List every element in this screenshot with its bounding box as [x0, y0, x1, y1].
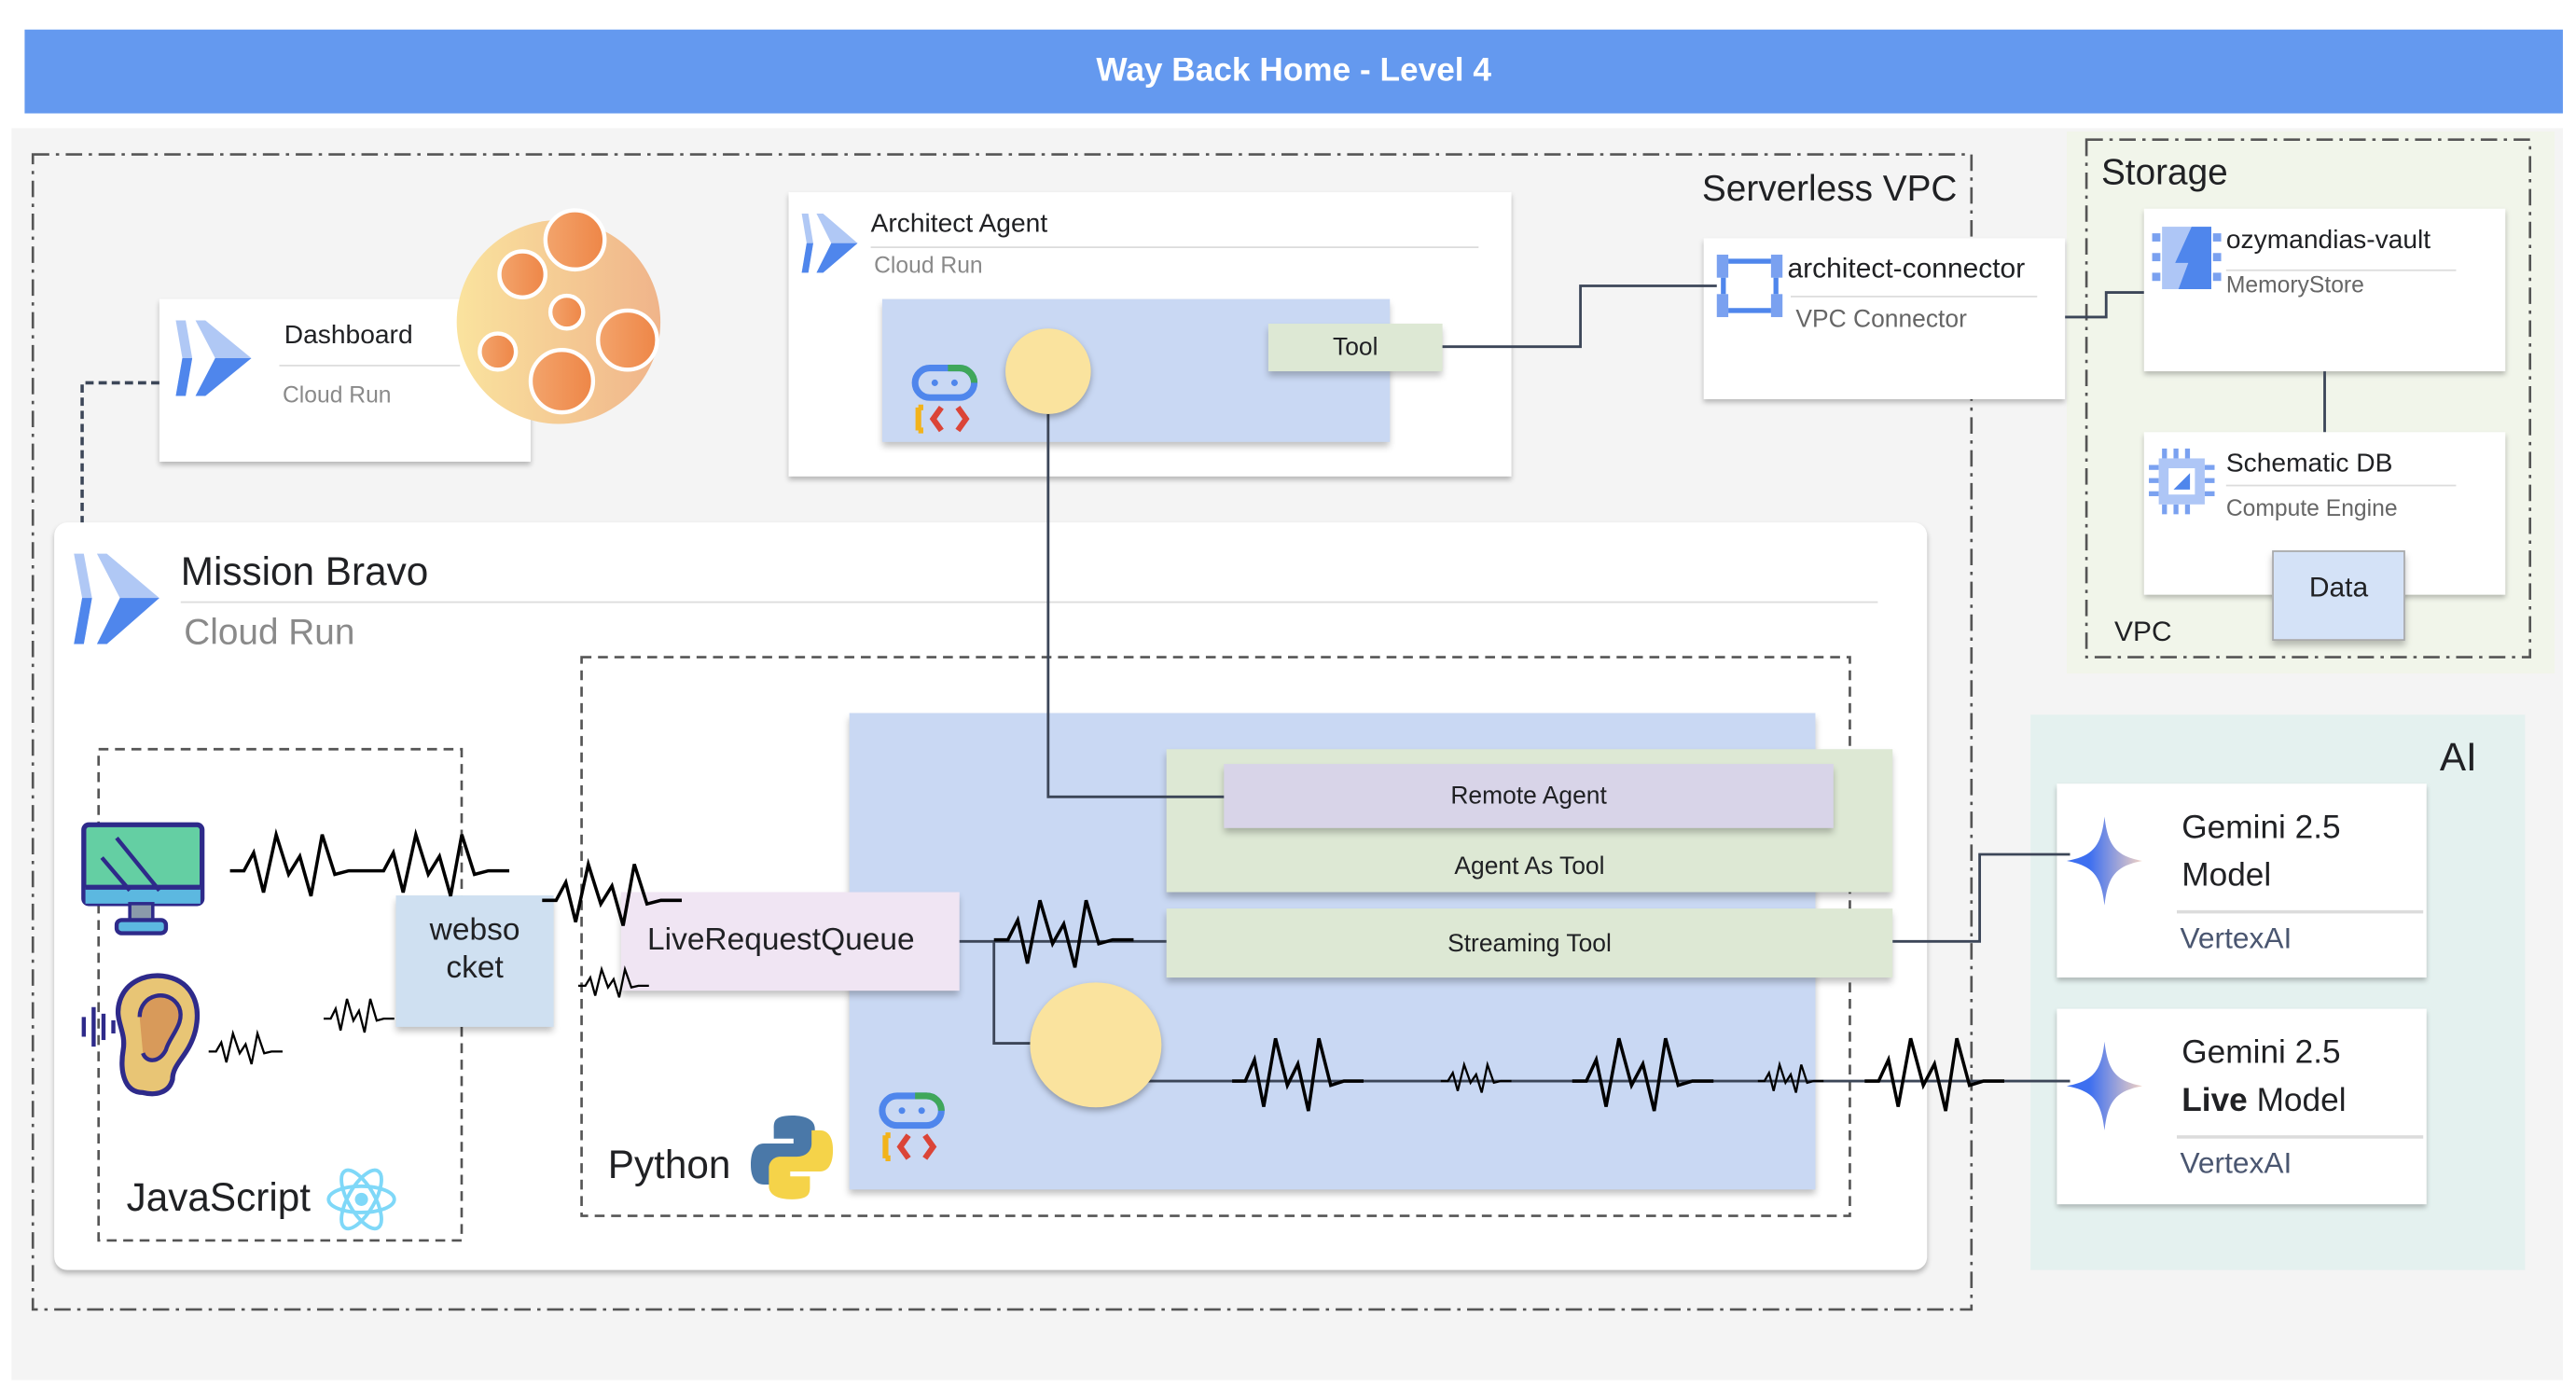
live-request-queue-box[interactable]: LiveRequestQueue — [620, 892, 960, 991]
vault-subtitle: MemoryStore — [2225, 270, 2364, 298]
agent-as-tool-label: Agent As Tool — [1454, 852, 1605, 881]
storage-vpc-boundary — [2084, 138, 2532, 658]
signal-wave — [993, 899, 1134, 968]
title-bar: Way Back Home - Level 4 — [24, 29, 2563, 114]
cloud-run-icon — [74, 553, 159, 645]
serverless-vpc-label: Serverless VPC — [1701, 167, 1958, 209]
divider — [870, 246, 1479, 248]
gemini-sparkle-icon — [2066, 816, 2142, 906]
signal-wave — [578, 965, 649, 998]
compute-engine-icon — [2149, 448, 2215, 515]
gemini-live-model-provider: VertexAI — [2180, 1146, 2292, 1180]
model-line-2: Model — [2247, 1082, 2347, 1119]
queue-label: LiveRequestQueue — [647, 922, 915, 958]
signal-wave — [1232, 1037, 1364, 1112]
model-line-1: Gemini 2.5 — [2181, 1034, 2341, 1072]
signal-wave — [542, 857, 683, 926]
connector-subtitle: VPC Connector — [1795, 305, 1967, 334]
db-title: Schematic DB — [2225, 450, 2393, 478]
remote-agent-label: Remote Agent — [1450, 782, 1607, 811]
signal-wave — [1572, 1037, 1714, 1112]
divider — [2225, 484, 2457, 487]
architect-agent-node — [1005, 328, 1091, 414]
ear-icon — [81, 973, 201, 1097]
cloud-run-icon — [175, 320, 252, 396]
streaming-tool-label: Streaming Tool — [1447, 929, 1612, 958]
architect-tool-box[interactable]: Tool — [1267, 324, 1443, 372]
model-line-1: Gemini 2.5 — [2181, 810, 2341, 847]
storage-label: Storage — [2100, 151, 2228, 193]
divider — [2176, 909, 2424, 914]
gemini-model-card[interactable] — [2057, 783, 2427, 978]
adk-icon — [911, 365, 978, 434]
data-note[interactable]: Data — [2272, 550, 2405, 641]
architect-to-remote-agent-link — [1046, 413, 1225, 798]
dashboard-link — [80, 381, 159, 523]
tool-label: Tool — [1332, 333, 1378, 362]
live-agent-node — [1030, 982, 1162, 1108]
architect-title: Architect Agent — [870, 210, 1048, 239]
mission-title: Mission Bravo — [180, 550, 429, 595]
python-icon — [751, 1116, 834, 1199]
monitor-icon — [81, 822, 205, 936]
remote-agent-box[interactable]: Remote Agent — [1224, 764, 1834, 828]
gemini-model-name: Gemini 2.5 Model — [2181, 805, 2340, 900]
divider — [1791, 296, 2038, 298]
divider — [2225, 269, 2457, 271]
signal-wave — [208, 1029, 283, 1065]
mission-subtitle: Cloud Run — [184, 611, 355, 653]
divider — [279, 365, 461, 367]
signal-wave — [229, 827, 510, 897]
websocket-box[interactable]: webso cket — [395, 895, 554, 1027]
websocket-label-1: webso — [429, 913, 520, 949]
connector-title: architect-connector — [1787, 253, 2026, 284]
streaming-tool-box[interactable]: Streaming Tool — [1166, 908, 1893, 978]
moon-planet-image — [456, 208, 661, 424]
react-icon — [326, 1168, 396, 1231]
gemini-live-model-card[interactable] — [2057, 1008, 2427, 1205]
diagram-title: Way Back Home - Level 4 — [1096, 52, 1491, 90]
javascript-label: JavaScript — [126, 1176, 312, 1221]
dashboard-subtitle: Cloud Run — [282, 381, 392, 408]
vpc-connector-card[interactable] — [1703, 238, 2066, 400]
db-subtitle: Compute Engine — [2225, 494, 2398, 521]
websocket-label-2: cket — [446, 950, 504, 986]
ai-label: AI — [2439, 736, 2477, 781]
gemini-sparkle-icon — [2066, 1041, 2142, 1130]
gemini-live-model-name: Gemini 2.5 Live Model — [2181, 1030, 2346, 1125]
vault-title: ozymandias-vault — [2225, 227, 2431, 256]
architect-subtitle: Cloud Run — [874, 251, 983, 278]
signal-wave — [1440, 1060, 1512, 1093]
divider — [2176, 1135, 2424, 1139]
model-line-2: Model — [2181, 857, 2272, 894]
data-note-label: Data — [2308, 572, 2369, 603]
dashboard-title: Dashboard — [284, 322, 413, 351]
vpc-label: VPC — [2114, 616, 2172, 648]
model-line-2-bold: Live — [2181, 1082, 2248, 1119]
vpc-connector-icon — [1716, 255, 1783, 317]
cloud-run-icon — [801, 213, 858, 273]
divider — [180, 601, 1878, 603]
python-label: Python — [607, 1144, 731, 1188]
tool-to-connector-link — [1442, 284, 1717, 349]
signal-wave — [1864, 1037, 2005, 1112]
signal-wave — [1757, 1060, 1824, 1093]
gemini-model-provider: VertexAI — [2180, 922, 2292, 955]
serverless-vpc-boundary — [31, 153, 1974, 1311]
memorystore-icon — [2152, 227, 2222, 290]
streaming-to-model-link — [1892, 852, 2070, 943]
queue-to-agent-link — [992, 941, 1031, 1045]
connector-to-vault-link — [2065, 291, 2144, 319]
signal-wave — [324, 998, 395, 1033]
adk-icon — [879, 1092, 945, 1161]
